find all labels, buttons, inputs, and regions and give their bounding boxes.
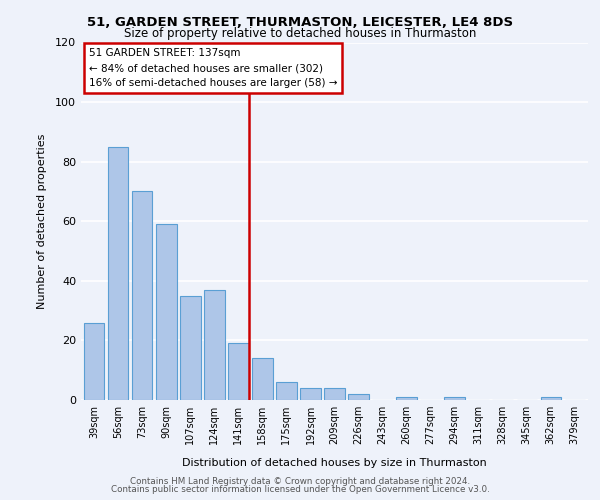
Bar bbox=[132, 192, 152, 400]
Bar bbox=[541, 397, 561, 400]
Bar bbox=[324, 388, 345, 400]
Text: Contains public sector information licensed under the Open Government Licence v3: Contains public sector information licen… bbox=[110, 485, 490, 494]
Bar bbox=[300, 388, 320, 400]
Bar bbox=[180, 296, 200, 400]
Bar bbox=[108, 147, 128, 400]
Bar bbox=[204, 290, 224, 400]
Bar bbox=[252, 358, 272, 400]
Bar bbox=[349, 394, 369, 400]
Bar bbox=[156, 224, 176, 400]
Bar bbox=[445, 397, 465, 400]
Text: Size of property relative to detached houses in Thurmaston: Size of property relative to detached ho… bbox=[124, 26, 476, 40]
X-axis label: Distribution of detached houses by size in Thurmaston: Distribution of detached houses by size … bbox=[182, 458, 487, 468]
Text: 51, GARDEN STREET, THURMASTON, LEICESTER, LE4 8DS: 51, GARDEN STREET, THURMASTON, LEICESTER… bbox=[87, 16, 513, 29]
Bar bbox=[397, 397, 417, 400]
Bar bbox=[84, 322, 104, 400]
Y-axis label: Number of detached properties: Number of detached properties bbox=[37, 134, 47, 309]
Bar bbox=[228, 344, 248, 400]
Text: 51 GARDEN STREET: 137sqm
← 84% of detached houses are smaller (302)
16% of semi-: 51 GARDEN STREET: 137sqm ← 84% of detach… bbox=[89, 48, 337, 88]
Bar bbox=[276, 382, 296, 400]
Text: Contains HM Land Registry data © Crown copyright and database right 2024.: Contains HM Land Registry data © Crown c… bbox=[130, 477, 470, 486]
